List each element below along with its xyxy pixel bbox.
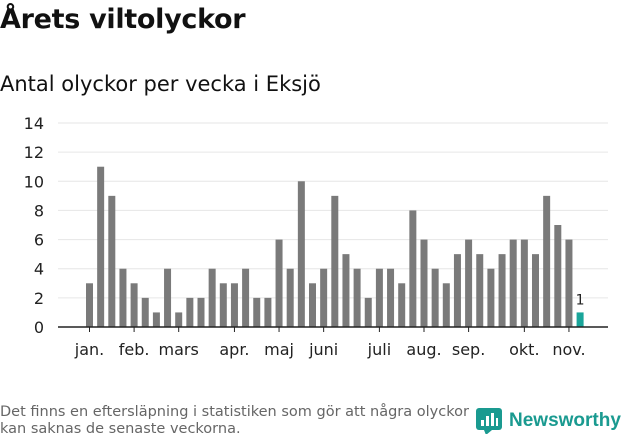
x-tick-label: apr. xyxy=(219,340,249,359)
x-tick-label: mars xyxy=(159,340,199,359)
y-tick-label: 2 xyxy=(34,289,44,308)
y-tick-label: 14 xyxy=(24,114,44,133)
highlight-bar xyxy=(576,312,584,327)
bar xyxy=(264,297,272,327)
x-tick-label: maj xyxy=(264,340,294,359)
bar xyxy=(97,166,105,327)
bar xyxy=(465,239,473,327)
brand-logo: Newsworthy xyxy=(476,408,621,434)
bar xyxy=(398,283,406,327)
bar xyxy=(309,283,316,327)
x-tick-label: aug. xyxy=(406,340,441,359)
bar xyxy=(498,254,506,327)
bar xyxy=(275,239,283,327)
bar xyxy=(342,254,350,327)
bar xyxy=(152,312,160,327)
bar xyxy=(141,297,149,327)
bar xyxy=(565,239,573,327)
bar xyxy=(219,283,227,327)
bar xyxy=(320,268,328,327)
data-label: 1 xyxy=(576,292,585,308)
bar xyxy=(409,210,417,327)
chart-title: Årets viltolyckor xyxy=(0,4,246,35)
bar xyxy=(286,268,294,327)
bar xyxy=(86,283,93,327)
bar xyxy=(186,297,194,327)
bar xyxy=(331,195,339,327)
newsworthy-logo-icon xyxy=(476,408,502,434)
brand-name: Newsworthy xyxy=(509,410,621,431)
bar xyxy=(543,195,551,327)
bar xyxy=(520,239,528,327)
x-tick-label: feb. xyxy=(119,340,150,359)
bar xyxy=(442,283,450,327)
bar xyxy=(353,268,361,327)
bar-chart: 0 2 4 6 8 10 12 14 1 jan. feb. mars apr. maj juni juli a… xyxy=(24,114,608,359)
footnote: Det finns en eftersläpning i statistiken… xyxy=(0,404,469,437)
y-tick-label: 12 xyxy=(24,143,44,162)
bar xyxy=(509,239,517,327)
x-tick-label: juli xyxy=(367,340,391,359)
bar xyxy=(387,268,395,327)
bar xyxy=(108,195,116,327)
bar xyxy=(554,225,562,327)
bar xyxy=(230,283,238,327)
y-tick-label: 6 xyxy=(34,231,44,250)
x-tick-label: juni xyxy=(308,340,338,359)
bar xyxy=(130,283,138,327)
bar xyxy=(242,268,250,327)
bar xyxy=(532,254,539,327)
bar xyxy=(197,297,205,327)
bar xyxy=(208,268,216,327)
bar xyxy=(175,312,183,327)
y-tick-label: 10 xyxy=(24,172,44,191)
y-tick-label: 4 xyxy=(34,260,44,279)
y-tick-label: 8 xyxy=(34,201,44,220)
bar xyxy=(476,254,484,327)
bar xyxy=(375,268,383,327)
bar xyxy=(431,268,439,327)
chart-subtitle: Antal olyckor per vecka i Eksjö xyxy=(0,72,321,96)
bar xyxy=(297,181,305,327)
x-tick-label: nov. xyxy=(552,340,585,359)
x-tick-label: jan. xyxy=(74,340,104,359)
bar xyxy=(487,268,495,327)
bar xyxy=(253,297,261,327)
bar xyxy=(164,268,172,327)
bar xyxy=(453,254,461,327)
x-tick-label: okt. xyxy=(509,340,539,359)
y-tick-label: 0 xyxy=(34,318,44,337)
bar xyxy=(119,268,127,327)
x-tick-label: sep. xyxy=(452,340,485,359)
bar xyxy=(420,239,428,327)
bar xyxy=(364,297,372,327)
